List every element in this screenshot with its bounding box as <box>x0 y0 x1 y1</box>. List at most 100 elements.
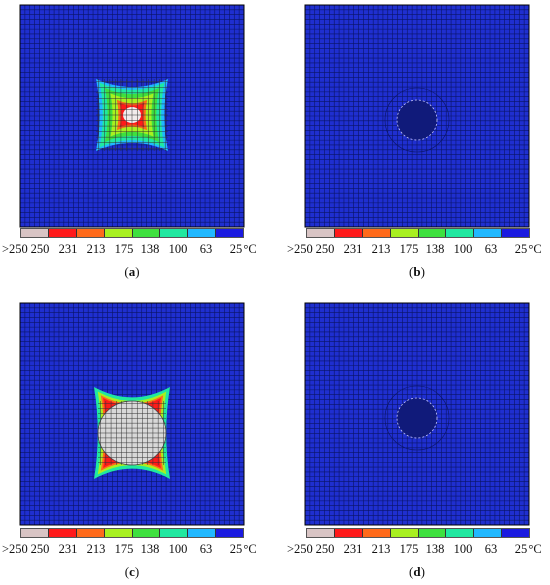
legend-swatch <box>502 529 529 537</box>
legend-tick-label: 175 <box>399 542 419 556</box>
legend-swatch <box>160 229 189 237</box>
legend-tick-label: 175 <box>114 542 134 556</box>
field-border <box>19 302 245 526</box>
mesh-grid <box>304 302 530 526</box>
legend-swatch <box>216 529 243 537</box>
legend-tick-label: 100 <box>453 542 473 556</box>
hole-ring <box>384 87 450 153</box>
legend-swatch <box>390 229 419 237</box>
legend-ticks-d: >250 250 231 213 175 138 100 63 25 °C <box>285 542 550 558</box>
legend-swatch <box>188 229 217 237</box>
legend-tick-label: 25 <box>229 242 243 256</box>
legend-tick-label: 213 <box>86 542 106 556</box>
legend-swatch <box>160 529 189 537</box>
legend-tick-label: 63 <box>484 242 498 256</box>
legend-tick-label: 100 <box>168 542 188 556</box>
legend-tick-label: 231 <box>343 242 363 256</box>
legend-tick-label: 213 <box>371 242 391 256</box>
legend-tick-label: °C <box>528 242 542 256</box>
legend-tick-label: 175 <box>399 242 419 256</box>
field-border <box>304 302 530 526</box>
legend-swatch <box>474 229 503 237</box>
legend-ticks-c: >250 250 231 213 175 138 100 63 25 °C <box>0 542 265 558</box>
legend-swatch <box>104 229 133 237</box>
legend-tick-label: 25 <box>514 242 528 256</box>
legend-bar-a <box>20 228 244 238</box>
legend-tick-label: °C <box>243 542 257 556</box>
legend-bar-d <box>306 528 530 538</box>
legend-swatch <box>21 229 49 237</box>
legend-tick-label: 231 <box>58 242 78 256</box>
legend-swatch <box>502 229 529 237</box>
legend-tick-label: 25 <box>514 542 528 556</box>
legend-swatch <box>188 529 217 537</box>
legend-tick-label: >250 <box>287 242 313 256</box>
legend-swatch <box>418 529 447 537</box>
legend-tick-label: 63 <box>199 242 213 256</box>
mesh-grid <box>19 302 245 526</box>
temperature-field-d <box>304 302 530 526</box>
legend-tick-label: °C <box>243 242 257 256</box>
legend-swatch <box>21 529 49 537</box>
legend-swatch <box>132 529 161 537</box>
caption-d: (d) <box>409 564 425 579</box>
legend-swatch <box>334 229 363 237</box>
legend-swatch <box>474 529 503 537</box>
legend-swatch <box>334 529 363 537</box>
legend-swatch <box>362 529 391 537</box>
legend-swatch <box>76 229 105 237</box>
legend-swatch <box>104 529 133 537</box>
hole <box>396 99 438 141</box>
hole <box>396 397 438 439</box>
legend-ticks-a: >250 250 231 213 175 138 100 63 25 °C <box>0 242 265 258</box>
legend-swatch <box>216 229 243 237</box>
legend-swatch <box>307 529 335 537</box>
legend-tick-label: 231 <box>343 542 363 556</box>
legend-tick-label: 100 <box>168 242 188 256</box>
legend-tick-label: 138 <box>140 242 160 256</box>
legend-tick-label: 213 <box>86 242 106 256</box>
temperature-field-c <box>19 302 245 526</box>
legend-tick-label: 138 <box>140 542 160 556</box>
legend-swatch <box>132 229 161 237</box>
legend-tick-label: 25 <box>229 542 243 556</box>
legend-tick-label: >250 <box>2 542 28 556</box>
legend-ticks-b: >250 250 231 213 175 138 100 63 25 °C <box>285 242 550 258</box>
hole-ring <box>384 385 450 451</box>
legend-tick-label: >250 <box>287 542 313 556</box>
mesh-grid <box>19 4 245 228</box>
legend-swatch <box>390 529 419 537</box>
legend-tick-label: 138 <box>425 242 445 256</box>
legend-tick-label: 100 <box>453 242 473 256</box>
legend-bar-b <box>306 228 530 238</box>
legend-tick-label: 250 <box>30 542 50 556</box>
caption-a: (a) <box>124 264 140 279</box>
panel-a: >250 250 231 213 175 138 100 63 25 °C (a) <box>0 0 265 292</box>
field-border <box>304 4 530 228</box>
legend-tick-label: 231 <box>58 542 78 556</box>
temperature-field-b <box>304 4 530 228</box>
legend-tick-label: 250 <box>315 242 335 256</box>
panel-c: >250 250 231 213 175 138 100 63 25 °C (c) <box>0 298 265 585</box>
panel-d: >250 250 231 213 175 138 100 63 25 °C (d) <box>285 298 550 585</box>
legend-tick-label: >250 <box>2 242 28 256</box>
legend-tick-label: 63 <box>199 542 213 556</box>
legend-swatch <box>48 229 77 237</box>
deformed-mesh <box>98 401 166 465</box>
legend-tick-label: °C <box>528 542 542 556</box>
legend-tick-label: 250 <box>315 542 335 556</box>
legend-swatch <box>446 229 475 237</box>
caption-b: (b) <box>409 264 425 279</box>
legend-tick-label: 175 <box>114 242 134 256</box>
legend-tick-label: 250 <box>30 242 50 256</box>
legend-tick-label: 138 <box>425 542 445 556</box>
field-border <box>19 4 245 228</box>
temperature-field-a <box>19 4 245 228</box>
panel-b: >250 250 231 213 175 138 100 63 25 °C (b) <box>285 0 550 292</box>
deformed-mesh <box>96 79 168 151</box>
legend-swatch <box>362 229 391 237</box>
legend-tick-label: 213 <box>371 542 391 556</box>
legend-tick-label: 63 <box>484 542 498 556</box>
legend-swatch <box>48 529 77 537</box>
legend-bar-c <box>20 528 244 538</box>
